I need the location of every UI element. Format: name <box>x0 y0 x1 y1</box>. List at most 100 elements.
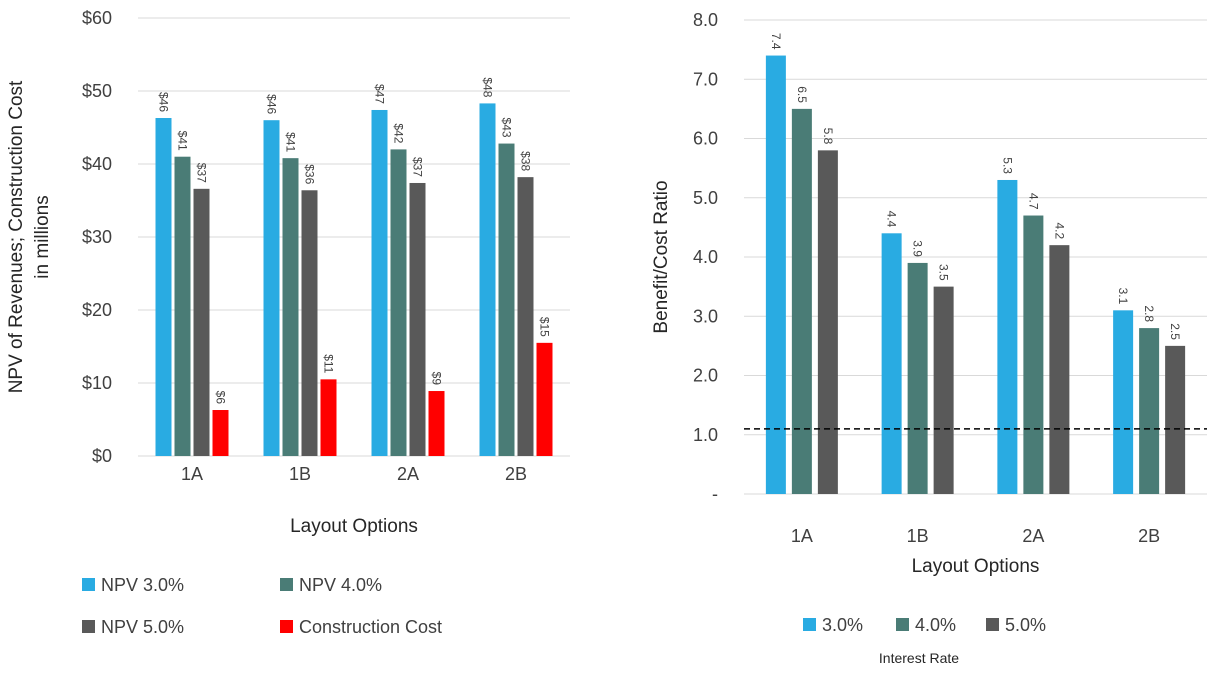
legend-swatch <box>82 578 95 591</box>
bar <box>282 158 299 456</box>
data-label: 2.5 <box>1168 323 1182 340</box>
y-tick-label: 8.0 <box>693 10 718 30</box>
legend-label: NPV 4.0% <box>299 575 382 595</box>
data-label: 3.9 <box>911 240 925 257</box>
bar <box>1165 345 1186 494</box>
data-label: 4.4 <box>885 211 899 228</box>
data-label: $46 <box>157 92 171 112</box>
y-axis-title: Benefit/Cost Ratio <box>651 180 672 333</box>
y-tick-label: $40 <box>82 154 112 174</box>
bar <box>409 182 426 457</box>
x-tick-label: 2A <box>397 464 419 484</box>
y-tick-label: $0 <box>92 446 112 466</box>
y-tick-label: 7.0 <box>693 69 718 89</box>
data-label: $47 <box>373 84 387 104</box>
bar <box>881 233 902 495</box>
x-tick-label: 2B <box>505 464 527 484</box>
bar <box>1049 245 1070 494</box>
legend-title: Interest Rate <box>879 650 959 666</box>
x-tick-label: 1B <box>907 526 929 546</box>
data-label: 3.1 <box>1116 288 1130 305</box>
y-axis-title: NPV of Revenues; Construction Cost in mil… <box>6 80 53 393</box>
data-label: $11 <box>322 354 336 373</box>
bar <box>536 342 553 456</box>
x-tick-label: 2A <box>1022 526 1044 546</box>
bar <box>517 177 534 456</box>
legend-swatch <box>986 618 999 631</box>
x-tick-label: 1B <box>289 464 311 484</box>
bar <box>428 391 445 456</box>
legend-label: NPV 3.0% <box>101 575 184 595</box>
data-label: 7.4 <box>769 33 783 50</box>
data-label: $36 <box>303 164 317 184</box>
bar <box>765 55 786 495</box>
y-tick-label: $60 <box>82 8 112 28</box>
bar <box>498 143 515 456</box>
data-label: 2.8 <box>1142 305 1156 322</box>
data-label: 6.5 <box>795 86 809 103</box>
y-tick-label: $20 <box>82 300 112 320</box>
bar <box>301 190 318 456</box>
data-label: $15 <box>538 317 552 337</box>
data-label: 4.2 <box>1052 222 1066 239</box>
bar <box>390 149 407 456</box>
bar <box>320 379 337 456</box>
legend-swatch <box>803 618 816 631</box>
data-label: $42 <box>392 123 406 143</box>
y-tick-label: 3.0 <box>693 306 718 326</box>
legend-swatch <box>280 578 293 591</box>
bar <box>933 286 954 494</box>
bar <box>263 120 280 456</box>
data-label: $38 <box>519 151 533 171</box>
y-tick-label: 2.0 <box>693 366 718 386</box>
data-label: 4.7 <box>1026 193 1040 210</box>
data-label: $41 <box>176 131 190 151</box>
bar <box>1113 310 1134 494</box>
data-label: $41 <box>284 132 298 152</box>
legend-label: Construction Cost <box>299 617 442 637</box>
x-tick-label: 2B <box>1138 526 1160 546</box>
legend-swatch <box>280 620 293 633</box>
data-label: $48 <box>481 77 495 97</box>
y-tick-label: 4.0 <box>693 247 718 267</box>
data-label: 5.8 <box>821 128 835 145</box>
y-tick-label: $50 <box>82 81 112 101</box>
y-tick-label: 1.0 <box>693 425 718 445</box>
x-tick-label: 1A <box>181 464 203 484</box>
legend-label: NPV 5.0% <box>101 617 184 637</box>
data-label: 3.5 <box>937 264 951 281</box>
y-tick-label: 5.0 <box>693 188 718 208</box>
bar <box>1023 215 1044 494</box>
bar <box>193 188 210 456</box>
legend-label: 4.0% <box>915 615 956 635</box>
x-axis-title: Layout Options <box>290 516 418 537</box>
y-tick-label: $10 <box>82 373 112 393</box>
bar <box>371 109 388 456</box>
y-tick-label: - <box>712 484 718 504</box>
npv-chart: $0 $10 $20 $30 $40 $50 $60 $46 $41 $37 $6 1A $46 $41 $… <box>6 8 570 637</box>
data-label: $37 <box>411 157 425 177</box>
benefit-cost-chart: - 1.0 2.0 3.0 4.0 5.0 6.0 7.0 8.0 7.4 6.5 5.8 1A 4.4 3… <box>651 10 1207 666</box>
bar <box>479 103 496 456</box>
x-tick-label: 1A <box>791 526 813 546</box>
y-tick-label: 6.0 <box>693 129 718 149</box>
legend-swatch <box>82 620 95 633</box>
bar <box>174 156 191 456</box>
bar <box>155 118 172 456</box>
legend-swatch <box>896 618 909 631</box>
bar <box>1139 328 1160 494</box>
y-tick-label: $30 <box>82 227 112 247</box>
data-label: 5.3 <box>1000 157 1014 174</box>
legend-label: 3.0% <box>822 615 863 635</box>
data-label: $43 <box>500 118 514 138</box>
x-axis-title: Layout Options <box>912 556 1040 577</box>
data-label: $6 <box>214 391 228 405</box>
legend-label: 5.0% <box>1005 615 1046 635</box>
bar <box>212 410 229 456</box>
bar <box>997 179 1018 494</box>
data-label: $46 <box>265 94 279 114</box>
data-label: $9 <box>430 372 444 386</box>
bar <box>791 108 812 494</box>
bar <box>817 150 838 494</box>
